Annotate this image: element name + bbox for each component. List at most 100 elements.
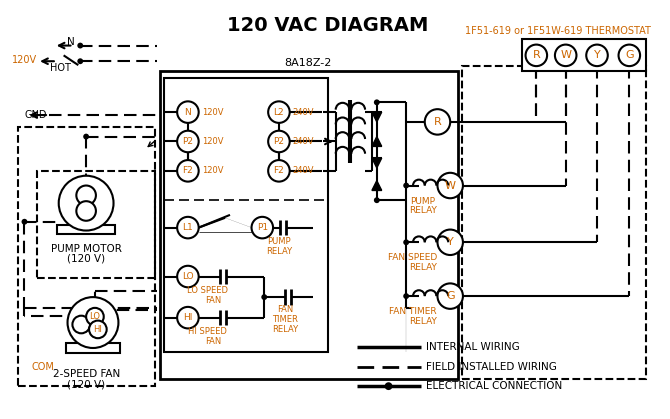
Circle shape [177,266,199,287]
Text: 120V: 120V [12,55,37,65]
Text: L1: L1 [182,223,193,232]
Circle shape [72,316,90,333]
Text: R: R [433,117,442,127]
Circle shape [251,217,273,238]
Circle shape [177,131,199,152]
Circle shape [268,101,289,123]
Text: N: N [66,36,74,47]
Polygon shape [372,181,382,190]
Circle shape [86,308,104,326]
Circle shape [374,99,380,105]
Circle shape [618,44,640,66]
Text: W: W [560,50,572,60]
Text: 1F51-619 or 1F51W-619 THERMOSTAT: 1F51-619 or 1F51W-619 THERMOSTAT [465,26,651,36]
Circle shape [21,219,27,225]
Circle shape [89,321,107,338]
Text: G: G [446,291,454,301]
Text: P1: P1 [257,223,268,232]
Circle shape [177,101,199,123]
Polygon shape [372,137,382,146]
Circle shape [403,293,409,299]
Bar [522,39,646,71]
Text: PUMP: PUMP [267,237,291,246]
Text: G: G [625,50,634,60]
Text: 120V: 120V [202,137,223,146]
Text: HI SPEED: HI SPEED [188,327,227,336]
Text: N: N [184,108,192,116]
Text: W: W [445,181,456,191]
Text: RELAY: RELAY [409,207,437,215]
Text: (120 V): (120 V) [67,254,105,264]
Text: 120 VAC DIAGRAM: 120 VAC DIAGRAM [227,16,429,35]
Text: P2: P2 [273,137,285,146]
Circle shape [177,217,199,238]
Text: LO SPEED: LO SPEED [187,286,228,295]
Text: HOT: HOT [50,63,71,73]
Text: FAN: FAN [205,295,222,305]
Circle shape [374,197,380,203]
Circle shape [438,283,463,309]
Text: R: R [533,50,540,60]
Circle shape [59,176,113,230]
Text: COM: COM [31,362,54,372]
Text: RELAY: RELAY [409,263,437,272]
Circle shape [438,173,463,198]
Text: RELAY: RELAY [272,325,298,334]
Text: 2-SPEED FAN: 2-SPEED FAN [52,370,120,380]
Text: LO: LO [89,312,100,321]
Text: 240V: 240V [293,137,314,146]
Text: PUMP: PUMP [410,197,436,206]
Circle shape [403,183,409,189]
Text: Y: Y [594,50,600,60]
Circle shape [525,44,547,66]
Text: HI: HI [93,325,103,334]
Text: RELAY: RELAY [266,247,292,256]
Text: ELECTRICAL CONNECTION: ELECTRICAL CONNECTION [425,381,562,391]
Circle shape [177,160,199,181]
Text: HI: HI [183,313,192,322]
Circle shape [77,58,83,64]
Text: 240V: 240V [293,108,314,116]
Text: F2: F2 [182,166,193,175]
Circle shape [425,109,450,134]
Circle shape [403,239,409,245]
Circle shape [385,382,393,390]
Text: RELAY: RELAY [409,317,437,326]
Circle shape [77,43,83,49]
Circle shape [586,44,608,66]
Text: (120 V): (120 V) [67,379,105,389]
Polygon shape [372,158,382,168]
Text: INTERNAL WIRING: INTERNAL WIRING [425,342,519,352]
Bar [57,225,115,235]
Circle shape [76,201,96,221]
Text: 120V: 120V [202,166,223,175]
Text: FAN SPEED: FAN SPEED [389,253,438,262]
Polygon shape [372,112,382,122]
Circle shape [268,131,289,152]
Circle shape [177,307,199,328]
Text: LO: LO [182,272,194,281]
Circle shape [261,294,267,300]
Circle shape [83,134,89,140]
Text: 240V: 240V [293,166,314,175]
Text: FAN: FAN [277,305,293,314]
Text: PUMP MOTOR: PUMP MOTOR [51,244,121,254]
Text: Y: Y [447,237,454,247]
Text: F2: F2 [273,166,284,175]
Circle shape [76,186,96,205]
Circle shape [438,230,463,255]
Text: TIMER: TIMER [272,315,297,324]
Text: FAN TIMER: FAN TIMER [389,307,437,316]
Text: 120V: 120V [202,108,223,116]
Bar [164,78,328,352]
Circle shape [68,297,119,348]
Circle shape [268,160,289,181]
Bar [66,343,121,353]
Text: L2: L2 [273,108,284,116]
Text: P2: P2 [182,137,194,146]
Text: GND: GND [25,110,47,120]
Bar [159,71,458,379]
Circle shape [555,44,576,66]
Text: 8A18Z-2: 8A18Z-2 [285,58,332,68]
Text: FAN: FAN [205,336,222,346]
